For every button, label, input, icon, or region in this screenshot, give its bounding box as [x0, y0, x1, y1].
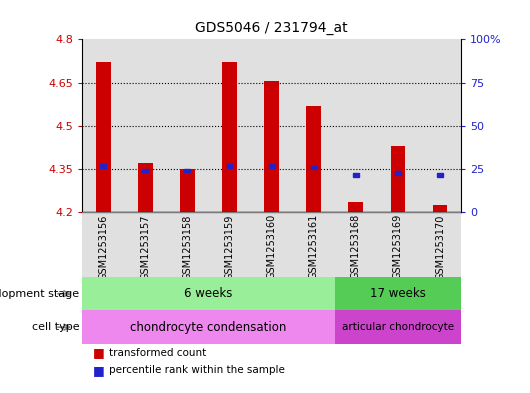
Text: GSM1253168: GSM1253168 — [351, 214, 361, 279]
Bar — [353, 173, 359, 177]
Bar — [311, 165, 317, 169]
Text: GSM1253158: GSM1253158 — [182, 214, 192, 279]
Bar — [184, 169, 190, 173]
Bar — [96, 62, 111, 212]
Text: 6 weeks: 6 weeks — [184, 287, 233, 300]
Bar — [293, 212, 335, 277]
Text: GSM1253169: GSM1253169 — [393, 214, 403, 279]
Text: GSM1253157: GSM1253157 — [140, 214, 151, 280]
Bar — [251, 212, 293, 277]
Bar — [293, 39, 335, 212]
Bar — [208, 212, 251, 277]
Title: GDS5046 / 231794_at: GDS5046 / 231794_at — [196, 22, 348, 35]
Text: GSM1253156: GSM1253156 — [98, 214, 108, 279]
Bar — [432, 205, 447, 212]
Bar — [82, 212, 124, 277]
Bar — [306, 106, 321, 212]
Text: development stage: development stage — [0, 289, 80, 299]
Text: 17 weeks: 17 weeks — [370, 287, 426, 300]
Bar — [166, 212, 208, 277]
Bar — [419, 212, 461, 277]
Text: transformed count: transformed count — [109, 348, 206, 358]
Bar — [348, 202, 363, 212]
Bar — [124, 212, 166, 277]
Bar — [264, 81, 279, 212]
Text: ■: ■ — [93, 364, 104, 377]
Text: chondrocyte condensation: chondrocyte condensation — [130, 321, 287, 334]
Text: cell type: cell type — [32, 322, 80, 332]
Bar — [124, 39, 166, 212]
Bar — [377, 39, 419, 212]
Bar — [138, 163, 153, 212]
Bar — [335, 277, 461, 310]
Bar — [395, 171, 401, 175]
Text: GSM1253160: GSM1253160 — [267, 214, 277, 279]
Text: articular chondrocyte: articular chondrocyte — [342, 322, 454, 332]
Bar — [143, 169, 148, 173]
Bar — [82, 39, 124, 212]
Bar — [180, 169, 195, 212]
Text: GSM1253161: GSM1253161 — [309, 214, 319, 279]
Bar — [82, 277, 335, 310]
Bar — [437, 173, 443, 177]
Bar — [269, 164, 275, 168]
Bar — [419, 39, 461, 212]
Bar — [335, 39, 377, 212]
Text: GSM1253159: GSM1253159 — [225, 214, 234, 279]
Bar — [222, 62, 237, 212]
Bar — [100, 164, 106, 168]
Bar — [335, 212, 377, 277]
Bar — [377, 212, 419, 277]
Bar — [391, 146, 405, 212]
Text: percentile rank within the sample: percentile rank within the sample — [109, 365, 285, 375]
Bar — [226, 164, 233, 168]
Bar — [251, 39, 293, 212]
Text: ■: ■ — [93, 346, 104, 359]
Bar — [166, 39, 208, 212]
Bar — [335, 310, 461, 344]
Text: GSM1253170: GSM1253170 — [435, 214, 445, 279]
Bar — [208, 39, 251, 212]
Bar — [82, 310, 335, 344]
